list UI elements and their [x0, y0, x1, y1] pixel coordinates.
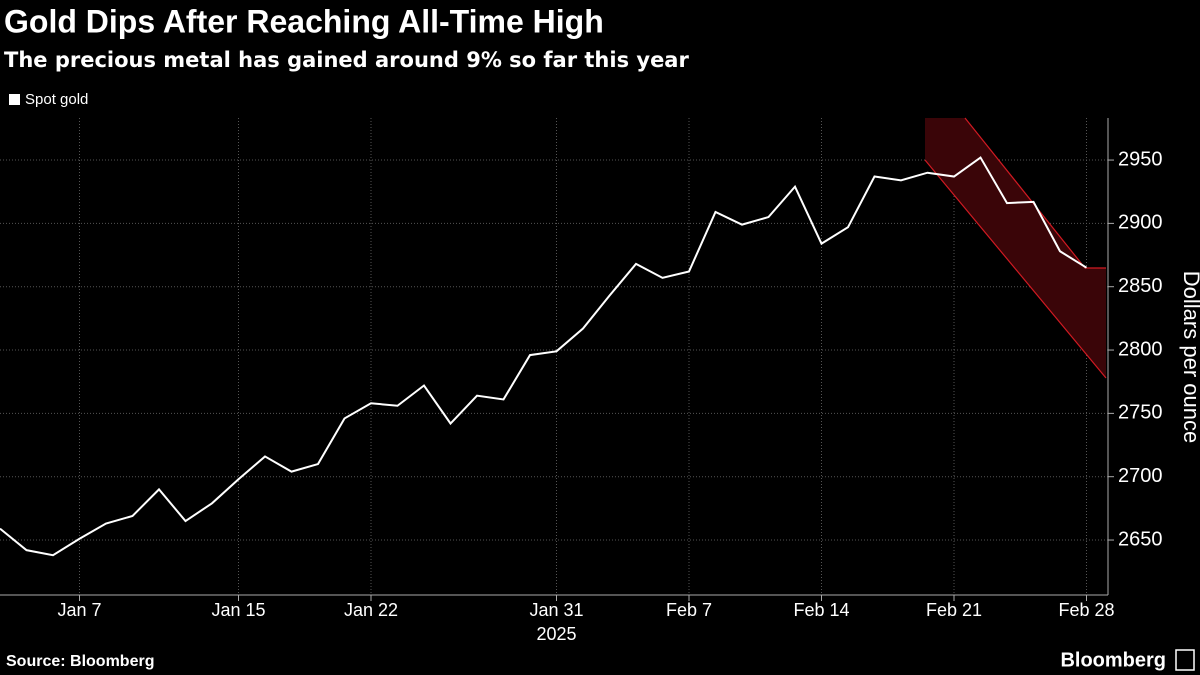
y-tick-label: 2750: [1118, 402, 1163, 424]
x-tick-label: Feb 7: [666, 600, 712, 620]
x-tick-label: Feb 28: [1058, 600, 1114, 620]
x-tick-label: Feb 21: [926, 600, 982, 620]
chart-subtitle: The precious metal has gained around 9% …: [4, 48, 689, 72]
x-tick-label: Jan 31: [529, 600, 583, 620]
y-axis-label: Dollars per ounce: [1179, 271, 1200, 443]
x-tick-label: Jan 15: [211, 600, 265, 620]
x-tick-label: Feb 14: [793, 600, 849, 620]
legend-label: Spot gold: [25, 91, 88, 108]
y-tick-label: 2800: [1118, 338, 1163, 360]
x-tick-label: Jan 22: [344, 600, 398, 620]
channel-upper: [964, 117, 1106, 269]
y-tick-label: 2650: [1118, 528, 1163, 550]
line: [0, 156, 1088, 557]
y-tick-label: 2950: [1118, 148, 1163, 170]
channel-lower: [924, 159, 1107, 379]
x-year-label: 2025: [536, 624, 576, 644]
logo-icon: [1175, 649, 1195, 671]
channel-fill: [925, 118, 1106, 378]
x-tick-label: Jan 7: [57, 600, 101, 620]
chart-title: Gold Dips After Reaching All-Time High: [4, 3, 604, 39]
source: Source: Bloomberg: [6, 653, 154, 670]
channel-annotation: [924, 117, 1107, 379]
logo: Bloomberg: [1060, 649, 1166, 671]
y-tick-label: 2900: [1118, 212, 1163, 234]
grid: [0, 118, 1108, 595]
y-tick-label: 2850: [1118, 275, 1163, 297]
y-tick-label: 2700: [1118, 465, 1163, 487]
legend-swatch: [9, 94, 20, 105]
